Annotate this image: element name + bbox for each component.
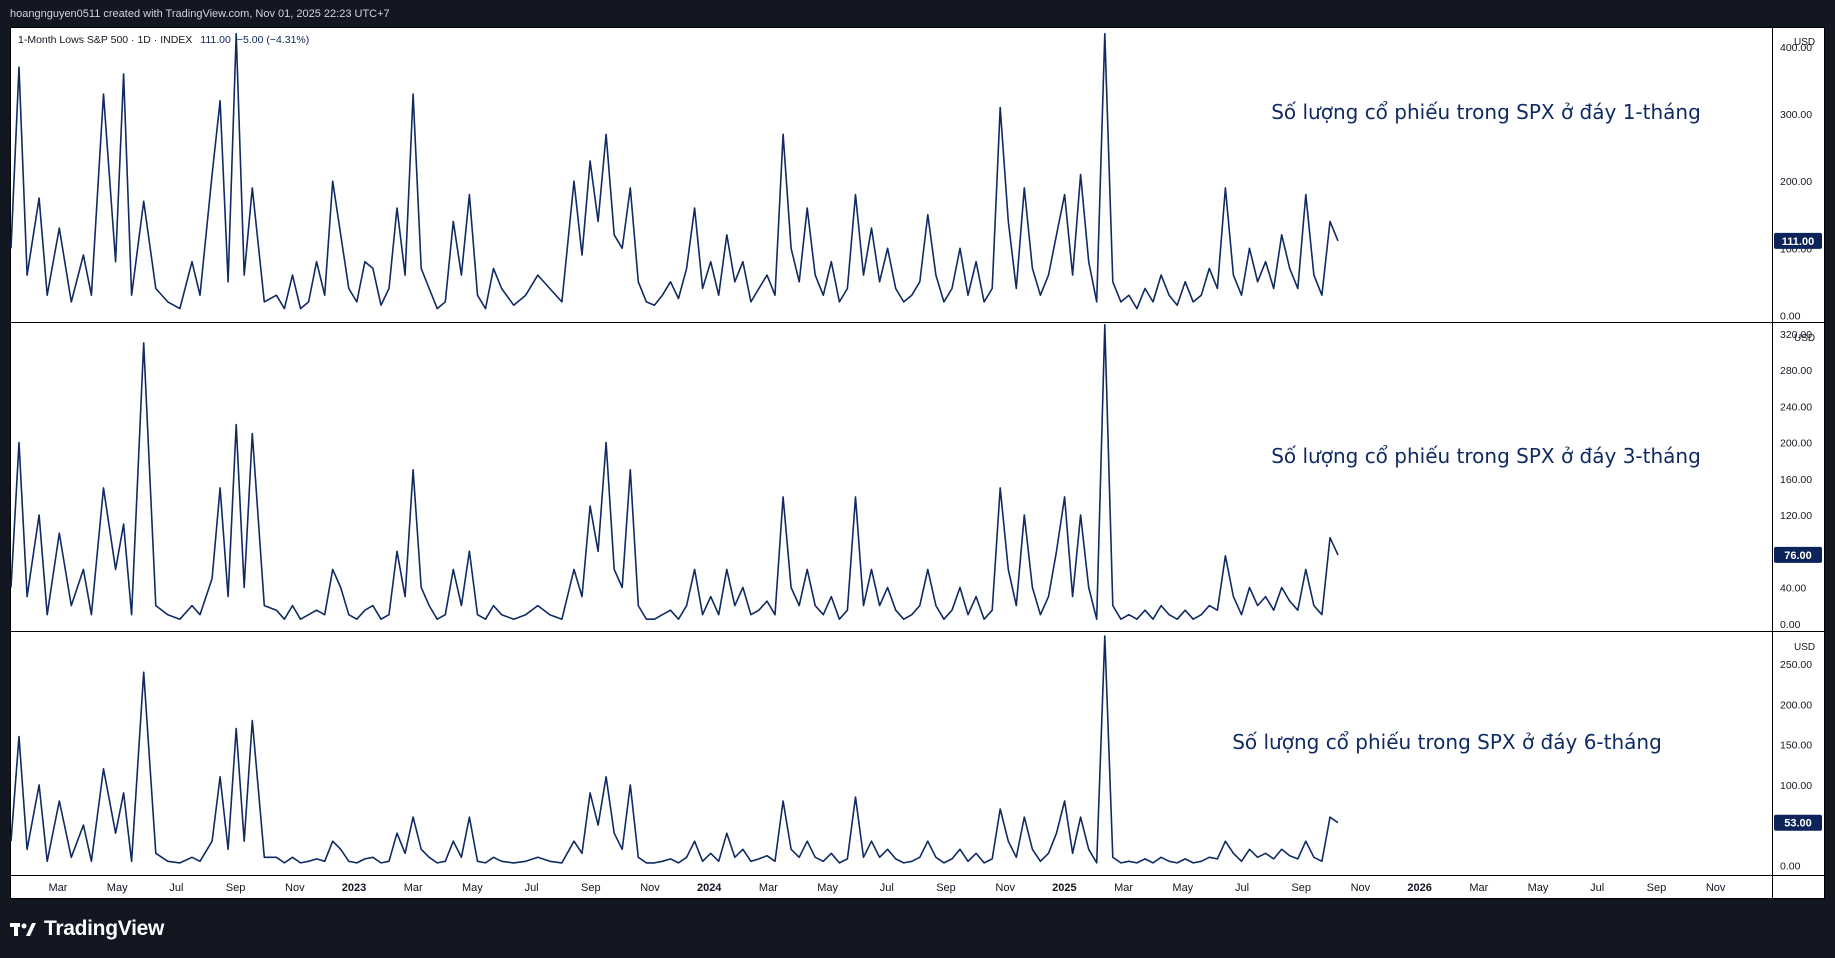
price-tick-label: 320.00 xyxy=(1780,329,1812,341)
price-tick-label: 200.00 xyxy=(1780,699,1812,711)
chart-attribution: hoangnguyen0511 created with TradingView… xyxy=(10,8,390,20)
time-axis-label: 2024 xyxy=(697,882,722,894)
price-tick-label: 250.00 xyxy=(1780,659,1812,671)
price-tick-label: 120.00 xyxy=(1780,510,1812,522)
time-axis-label: Mar xyxy=(1114,882,1133,894)
legend-text: 1-Month Lows S&P 500 · 1D · INDEX 111.00−… xyxy=(18,34,309,46)
panel-annotation: Số lượng cổ phiếu trong SPX ở đáy 1-thán… xyxy=(1271,100,1701,124)
time-axis-label: Nov xyxy=(1706,882,1726,894)
time-axis-label: Nov xyxy=(1351,882,1371,894)
time-axis-label: Jul xyxy=(880,882,894,894)
last-value-badge xyxy=(1774,814,1822,831)
tradingview-logo[interactable]: TradingView xyxy=(10,917,164,941)
price-tick-label: 200.00 xyxy=(1780,176,1812,188)
chart-svg[interactable]: USD 0.00 100.00 200.00 300.00 400.00 111.00 USD… xyxy=(10,27,1825,899)
time-axis-label: 2026 xyxy=(1407,882,1431,894)
legend-value: 111.00 xyxy=(200,34,231,46)
time-axis-label: Sep xyxy=(936,882,956,894)
price-unit-label: USD xyxy=(1794,37,1815,48)
time-axis-label: Nov xyxy=(285,882,305,894)
price-tick-label: 40.00 xyxy=(1780,583,1806,595)
time-axis-label: Sep xyxy=(581,882,601,894)
chart-outer-border xyxy=(10,27,1825,899)
series-layer xyxy=(10,32,1339,864)
time-axis-label: Jul xyxy=(1235,882,1249,894)
legend-symbol: 1-Month Lows S&P 500 · 1D · INDEX xyxy=(18,34,192,46)
time-axis-label: May xyxy=(817,882,838,894)
time-axis-label: May xyxy=(462,882,483,894)
price-tick-label: 200.00 xyxy=(1780,438,1812,450)
series-line-panel-3 xyxy=(10,635,1339,864)
price-tick-label: 0.00 xyxy=(1780,310,1801,322)
chart-frame: USD 0.00 100.00 200.00 300.00 400.00 111.00 USD… xyxy=(10,27,1825,899)
panel-annotation: Số lượng cổ phiếu trong SPX ở đáy 6-thán… xyxy=(1232,730,1662,754)
time-axis[interactable]: Mar May Jul Sep Nov 2023 Mar May Jul Sep Nov 2024 Ma… xyxy=(49,882,1726,894)
price-tick-label: 0.00 xyxy=(1780,619,1801,631)
time-axis-label: Sep xyxy=(1291,882,1311,894)
price-tick-label: 400.00 xyxy=(1780,42,1812,54)
time-axis-label: 2023 xyxy=(342,882,366,894)
last-value-label: 76.00 xyxy=(1784,550,1812,562)
tradingview-logo-icon xyxy=(10,923,36,936)
time-axis-label: Mar xyxy=(404,882,423,894)
time-axis-label: 2025 xyxy=(1052,882,1076,894)
last-value-badge xyxy=(1774,546,1822,563)
brand-name: TradingView xyxy=(44,917,165,940)
last-value-label: 111.00 xyxy=(1782,236,1814,248)
price-tick-label: 240.00 xyxy=(1780,401,1812,413)
time-axis-label: May xyxy=(1528,882,1549,894)
time-axis-label: Jul xyxy=(169,882,183,894)
price-tick-label: 100.00 xyxy=(1780,780,1812,792)
price-tick-label: 150.00 xyxy=(1780,740,1812,752)
price-axis[interactable]: USD 0.00 100.00 200.00 300.00 400.00 111.00 USD… xyxy=(1774,37,1822,872)
time-axis-label: Mar xyxy=(759,882,778,894)
time-axis-label: Jul xyxy=(525,882,539,894)
price-tick-label: 0.00 xyxy=(1780,860,1801,872)
price-unit-label: USD xyxy=(1794,333,1815,344)
time-axis-label: Nov xyxy=(995,882,1015,894)
time-axis-label: Sep xyxy=(226,882,246,894)
annotation-layer: Số lượng cổ phiếu trong SPX ở đáy 1-thán… xyxy=(1232,100,1701,754)
legend-layer: 1-Month Lows S&P 500 · 1D · INDEX 111.00−… xyxy=(18,34,309,46)
time-axis-label: May xyxy=(1172,882,1193,894)
price-tick-label: 280.00 xyxy=(1780,365,1812,377)
panel-borders xyxy=(10,27,1825,899)
time-axis-label: Nov xyxy=(640,882,660,894)
series-line-panel-1 xyxy=(10,32,1339,310)
time-axis-label: Jul xyxy=(1590,882,1604,894)
time-axis-label: Mar xyxy=(1469,882,1488,894)
last-value-badge xyxy=(1774,232,1822,249)
price-tick-label: 160.00 xyxy=(1780,474,1812,486)
time-axis-label: May xyxy=(107,882,128,894)
price-tick-label: 300.00 xyxy=(1780,109,1812,121)
time-axis-label: Mar xyxy=(49,882,68,894)
legend-change: −5.00 (−4.31%) xyxy=(237,34,309,46)
panel-annotation: Số lượng cổ phiếu trong SPX ở đáy 3-thán… xyxy=(1271,444,1701,468)
price-unit-label: USD xyxy=(1794,642,1815,653)
last-value-label: 53.00 xyxy=(1784,818,1812,830)
time-axis-label: Sep xyxy=(1647,882,1667,894)
series-line-panel-2 xyxy=(10,324,1339,620)
